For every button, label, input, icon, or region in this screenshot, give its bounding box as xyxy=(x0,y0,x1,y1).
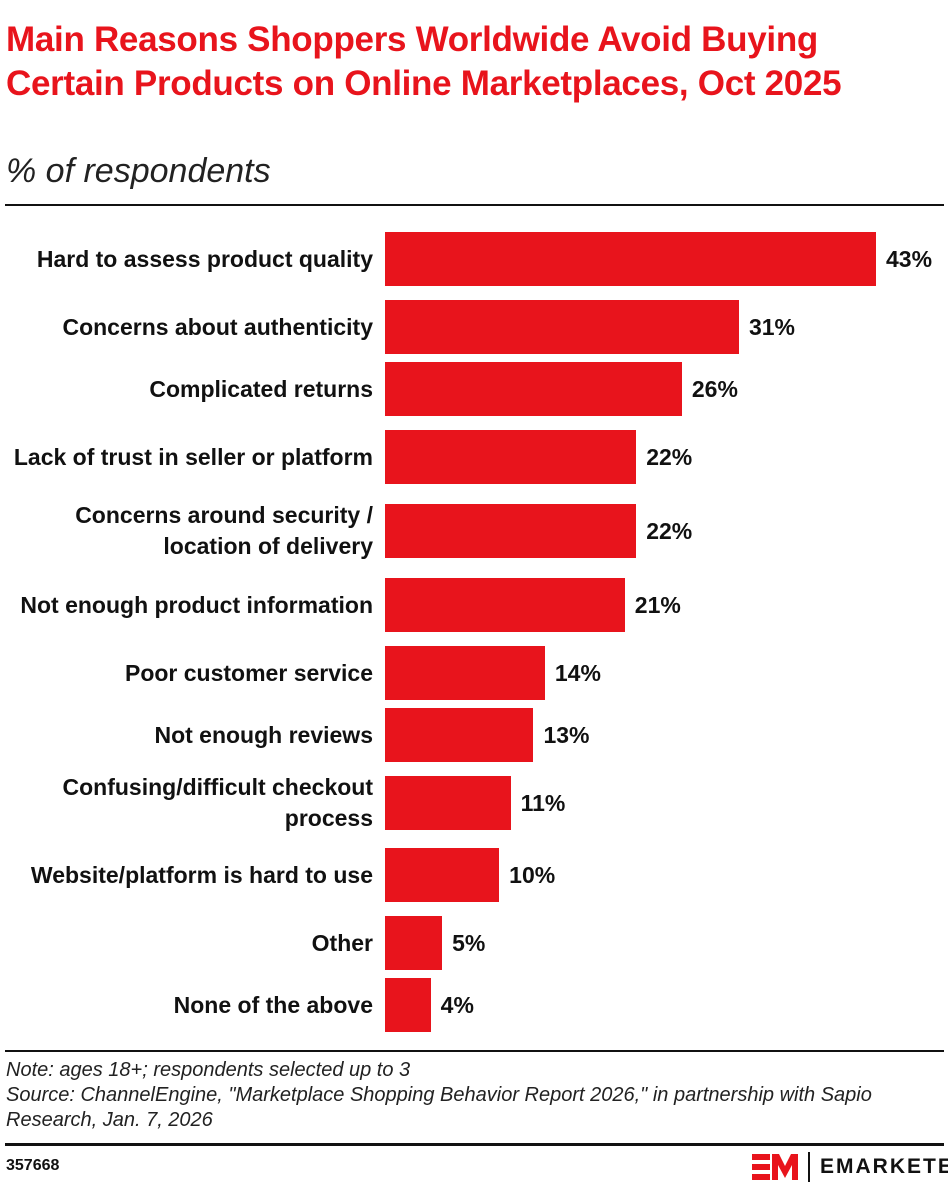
value-label: 10% xyxy=(509,862,556,888)
bar xyxy=(385,776,511,830)
value-label: 22% xyxy=(646,444,693,470)
note-text: Note: ages 18+; respondents selected up … xyxy=(6,1059,411,1081)
bar xyxy=(385,978,431,1032)
bar xyxy=(385,708,534,762)
bar xyxy=(385,646,545,700)
category-label: None of the above xyxy=(173,991,373,1018)
bar xyxy=(385,504,637,558)
category-label: Concerns around security / location of d… xyxy=(75,502,373,559)
category-label: Complicated returns xyxy=(149,375,373,402)
footer-divider xyxy=(5,1143,944,1146)
value-label: 31% xyxy=(748,314,796,340)
bar xyxy=(385,300,739,354)
value-label: 26% xyxy=(691,376,738,402)
footnotes: Note: ages 18+; respondents selected up … xyxy=(6,1058,936,1133)
bar xyxy=(385,848,500,902)
chart-title: Main Reasons Shoppers Worldwide Avoid Bu… xyxy=(6,20,842,103)
category-label: Hard to assess product quality xyxy=(36,245,373,272)
value-label: 14% xyxy=(554,660,601,686)
bar xyxy=(385,578,625,632)
value-label: 43% xyxy=(886,246,933,272)
emarketer-logo: EMARKETER xyxy=(752,1152,948,1182)
category-label: Lack of trust in seller or platform xyxy=(13,443,373,470)
value-label: 21% xyxy=(634,592,681,618)
source-text: Source: ChannelEngine, "Marketplace Shop… xyxy=(6,1084,872,1131)
category-label: Confusing/difficult checkout process xyxy=(62,774,374,831)
value-label: 4% xyxy=(440,992,474,1018)
value-label: 11% xyxy=(520,790,566,816)
logo-wordmark: EMARKETER xyxy=(808,1152,948,1182)
category-label: Not enough reviews xyxy=(154,721,373,748)
category-label: Not enough product information xyxy=(20,591,373,618)
value-label: 22% xyxy=(646,518,693,544)
category-label: Poor customer service xyxy=(124,659,373,686)
bar xyxy=(385,916,443,970)
em-logo-icon xyxy=(752,1154,798,1180)
chart-subtitle: % of respondents xyxy=(6,152,271,190)
category-label: Website/platform is hard to use xyxy=(30,861,373,888)
category-label: Other xyxy=(311,929,373,956)
chart-id: 357668 xyxy=(6,1157,60,1174)
bar xyxy=(385,362,682,416)
notes-divider xyxy=(5,1050,944,1052)
value-label: 13% xyxy=(543,722,590,748)
bar xyxy=(385,232,876,286)
category-label: Concerns about authenticity xyxy=(62,313,373,340)
value-label: 5% xyxy=(452,930,486,956)
top-divider xyxy=(5,204,944,206)
bar xyxy=(385,430,637,484)
